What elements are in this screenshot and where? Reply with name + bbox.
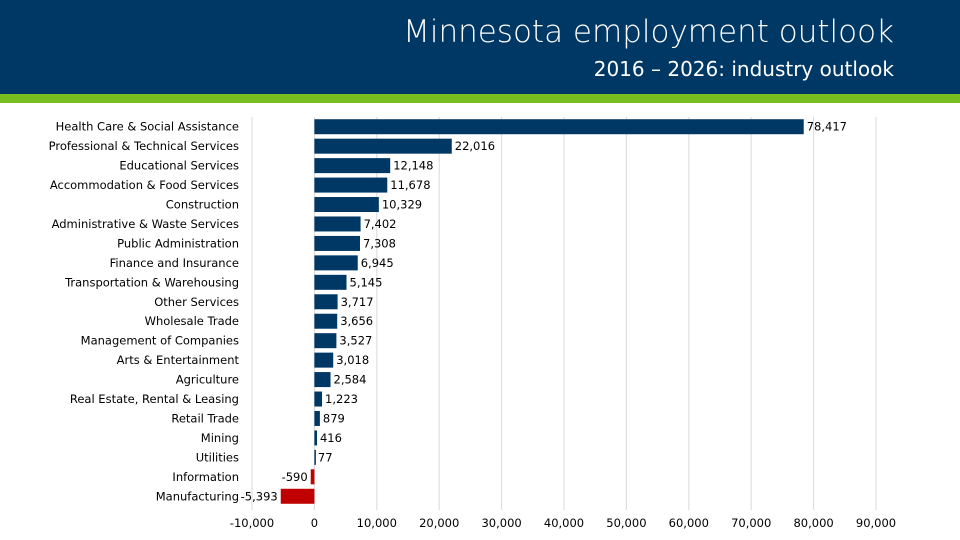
category-label: Information <box>172 470 239 484</box>
bar <box>314 138 452 154</box>
bar <box>314 158 391 174</box>
bar <box>280 488 315 504</box>
bar <box>314 313 338 329</box>
bar <box>314 216 361 232</box>
bar <box>314 235 361 251</box>
x-tick-label: 30,000 <box>481 516 521 530</box>
x-tick-label: -10,000 <box>230 516 274 530</box>
category-label: Construction <box>166 198 239 212</box>
data-label: 22,016 <box>455 139 495 153</box>
bar <box>314 197 379 213</box>
data-label: 78,417 <box>807 120 847 134</box>
data-label: 6,945 <box>361 256 394 270</box>
accent-stripe <box>0 94 960 103</box>
data-label: 7,308 <box>363 236 396 250</box>
category-label: Finance and Insurance <box>110 256 239 270</box>
data-label: 416 <box>320 431 342 445</box>
category-label: Administrative & Waste Services <box>52 217 239 231</box>
page-title: Minnesota employment outlook <box>403 14 894 50</box>
x-tick-label: 40,000 <box>544 516 584 530</box>
data-label: 77 <box>318 450 333 464</box>
bar <box>314 449 316 465</box>
category-label: Accommodation & Food Services <box>50 178 239 192</box>
x-tick-label: 90,000 <box>856 516 896 530</box>
category-label: Real Estate, Rental & Leasing <box>70 392 239 406</box>
bar <box>314 255 358 271</box>
category-label: Agriculture <box>176 373 239 387</box>
category-label: Utilities <box>196 450 239 464</box>
x-tick-label: 70,000 <box>731 516 771 530</box>
category-label: Transportation & Warehousing <box>64 275 239 289</box>
bar <box>314 333 337 349</box>
x-tick-label: 0 <box>311 516 318 530</box>
category-label: Public Administration <box>117 236 239 250</box>
data-label: 3,656 <box>340 314 373 328</box>
x-tick-label: 50,000 <box>606 516 646 530</box>
bar <box>314 430 317 446</box>
bar <box>314 410 320 426</box>
category-label: Professional & Technical Services <box>49 139 239 153</box>
bar <box>314 177 388 193</box>
bar <box>314 352 334 368</box>
category-label: Health Care & Social Assistance <box>56 120 239 134</box>
category-label: Management of Companies <box>81 334 239 348</box>
category-label: Educational Services <box>119 159 239 173</box>
data-label: 3,527 <box>339 334 372 348</box>
data-label: 3,018 <box>336 353 369 367</box>
data-label: -5,393 <box>241 489 278 503</box>
data-label: 1,223 <box>325 392 358 406</box>
category-label: Other Services <box>154 295 239 309</box>
page-subtitle: 2016 – 2026: industry outlook <box>593 57 894 81</box>
data-label: -590 <box>282 470 308 484</box>
category-label: Retail Trade <box>171 411 239 425</box>
category-label: Wholesale Trade <box>145 314 239 328</box>
bar <box>314 372 331 388</box>
category-label: Mining <box>201 431 239 445</box>
data-label: 2,584 <box>334 373 367 387</box>
data-label: 5,145 <box>350 275 383 289</box>
x-tick-label: 80,000 <box>793 516 833 530</box>
bar <box>314 294 338 310</box>
x-tick-label: 10,000 <box>357 516 397 530</box>
data-label: 11,678 <box>390 178 430 192</box>
bar <box>314 274 347 290</box>
bar <box>310 469 315 485</box>
data-label: 10,329 <box>382 198 422 212</box>
bar <box>314 119 804 135</box>
category-label: Manufacturing <box>156 489 239 503</box>
category-label: Arts & Entertainment <box>117 353 240 367</box>
data-label: 12,148 <box>393 159 433 173</box>
bar <box>314 391 323 407</box>
x-tick-label: 20,000 <box>419 516 459 530</box>
x-tick-label: 60,000 <box>669 516 709 530</box>
data-label: 7,402 <box>364 217 397 231</box>
header-banner: Minnesota employment outlook 2016 – 2026… <box>0 0 960 94</box>
data-label: 3,717 <box>341 295 374 309</box>
data-label: 879 <box>323 411 345 425</box>
